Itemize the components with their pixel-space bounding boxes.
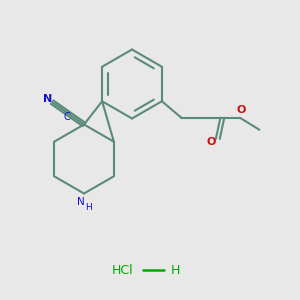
Text: N: N: [77, 197, 85, 207]
Text: O: O: [236, 105, 245, 115]
Text: O: O: [207, 137, 216, 147]
Text: C: C: [64, 112, 70, 122]
Text: HCl: HCl: [112, 263, 134, 277]
Text: H: H: [85, 202, 92, 211]
Text: H: H: [171, 263, 180, 277]
Text: N: N: [43, 94, 52, 104]
